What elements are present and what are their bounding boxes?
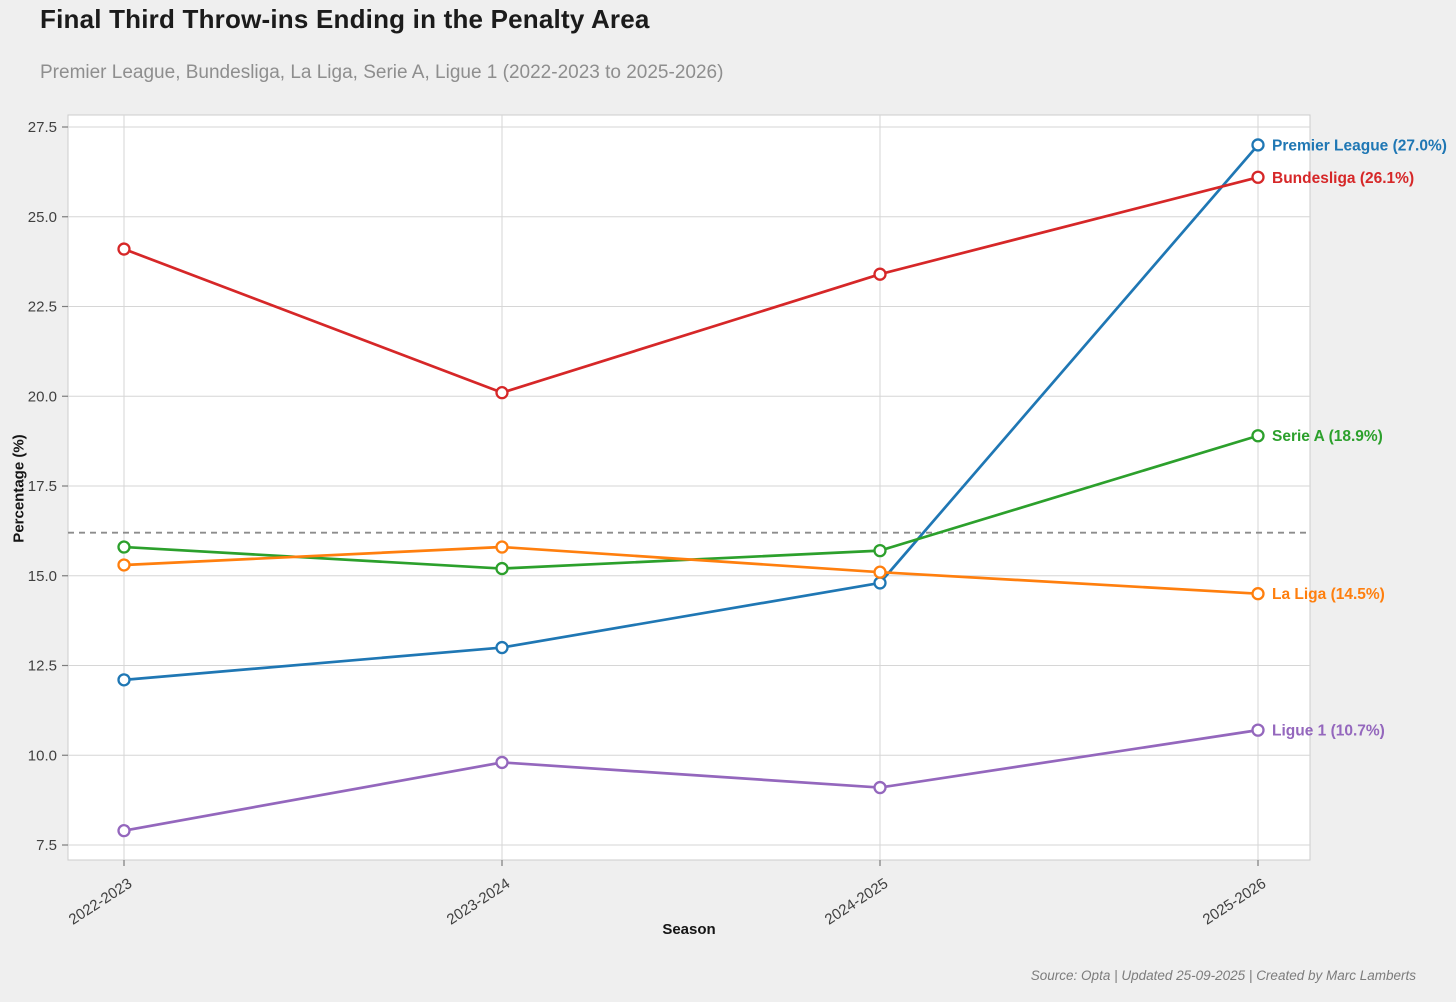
x-tick-label-2024-2025: 2024-2025: [822, 875, 891, 928]
y-tick-label-20: 20.0: [28, 388, 57, 405]
series-label-serie-a: Serie A (18.9%): [1272, 428, 1383, 445]
point-bundesliga-2025-2026: [1251, 170, 1265, 184]
point-bundesliga-2022-2023: [117, 242, 131, 256]
point-serie-a-2023-2024: [495, 561, 509, 576]
chart-title: Final Third Throw-ins Ending in the Pena…: [40, 4, 650, 34]
series-label-la-liga: La Liga (14.5%): [1272, 586, 1385, 603]
point-serie-a-2024-2025: [873, 543, 887, 558]
series-label-premier-league: Premier League (27.0%): [1272, 137, 1447, 154]
source-credit: Source: Opta | Updated 25-09-2025 | Crea…: [1030, 968, 1416, 983]
point-ligue-1-2025-2026: [1251, 723, 1265, 737]
point-serie-a-2022-2023: [117, 540, 131, 554]
y-tick-label-12.5: 12.5: [28, 658, 57, 675]
point-premier-league-2023-2024: [495, 640, 509, 655]
line-la-liga: [122, 545, 1260, 596]
x-tick-label-2022-2023: 2022-2023: [66, 875, 135, 928]
point-premier-league-2024-2025: [873, 576, 887, 590]
point-ligue-1-2023-2024: [495, 755, 509, 770]
point-ligue-1-2022-2023: [117, 823, 131, 838]
point-serie-a-2025-2026: [1251, 429, 1265, 443]
x-axis-title: Season: [662, 921, 716, 938]
x-tick-label-2023-2024: 2023-2024: [444, 875, 513, 928]
y-tick-label-27.5: 27.5: [28, 119, 57, 136]
plot-panel: [67, 114, 1311, 861]
line-ligue-1: [122, 728, 1260, 832]
point-bundesliga-2023-2024: [495, 386, 509, 400]
y-tick-label-17.5: 17.5: [28, 478, 57, 495]
series-label-ligue-1: Ligue 1 (10.7%): [1272, 723, 1385, 740]
point-la-liga-2023-2024: [495, 540, 509, 554]
chart-subtitle: Premier League, Bundesliga, La Liga, Ser…: [40, 62, 724, 83]
point-bundesliga-2024-2025: [873, 267, 887, 281]
y-axis-title: Percentage (%): [10, 434, 28, 543]
point-la-liga-2024-2025: [873, 565, 887, 579]
x-tick-label-2025-2026: 2025-2026: [1200, 875, 1269, 928]
y-tick-label-22.5: 22.5: [28, 299, 57, 316]
y-tick-label-7.5: 7.5: [36, 837, 57, 854]
line-bundesliga: [122, 175, 1260, 395]
point-la-liga-2025-2026: [1251, 587, 1265, 601]
y-tick-label-10: 10.0: [28, 747, 57, 764]
point-la-liga-2022-2023: [117, 558, 131, 572]
y-tick-label-15: 15.0: [28, 568, 57, 585]
y-tick-label-25: 25.0: [28, 209, 57, 226]
point-premier-league-2022-2023: [117, 673, 131, 687]
line-premier-league: [122, 143, 1260, 682]
series-label-bundesliga: Bundesliga (26.1%): [1272, 170, 1414, 187]
point-premier-league-2025-2026: [1251, 138, 1265, 152]
point-ligue-1-2024-2025: [873, 780, 887, 795]
